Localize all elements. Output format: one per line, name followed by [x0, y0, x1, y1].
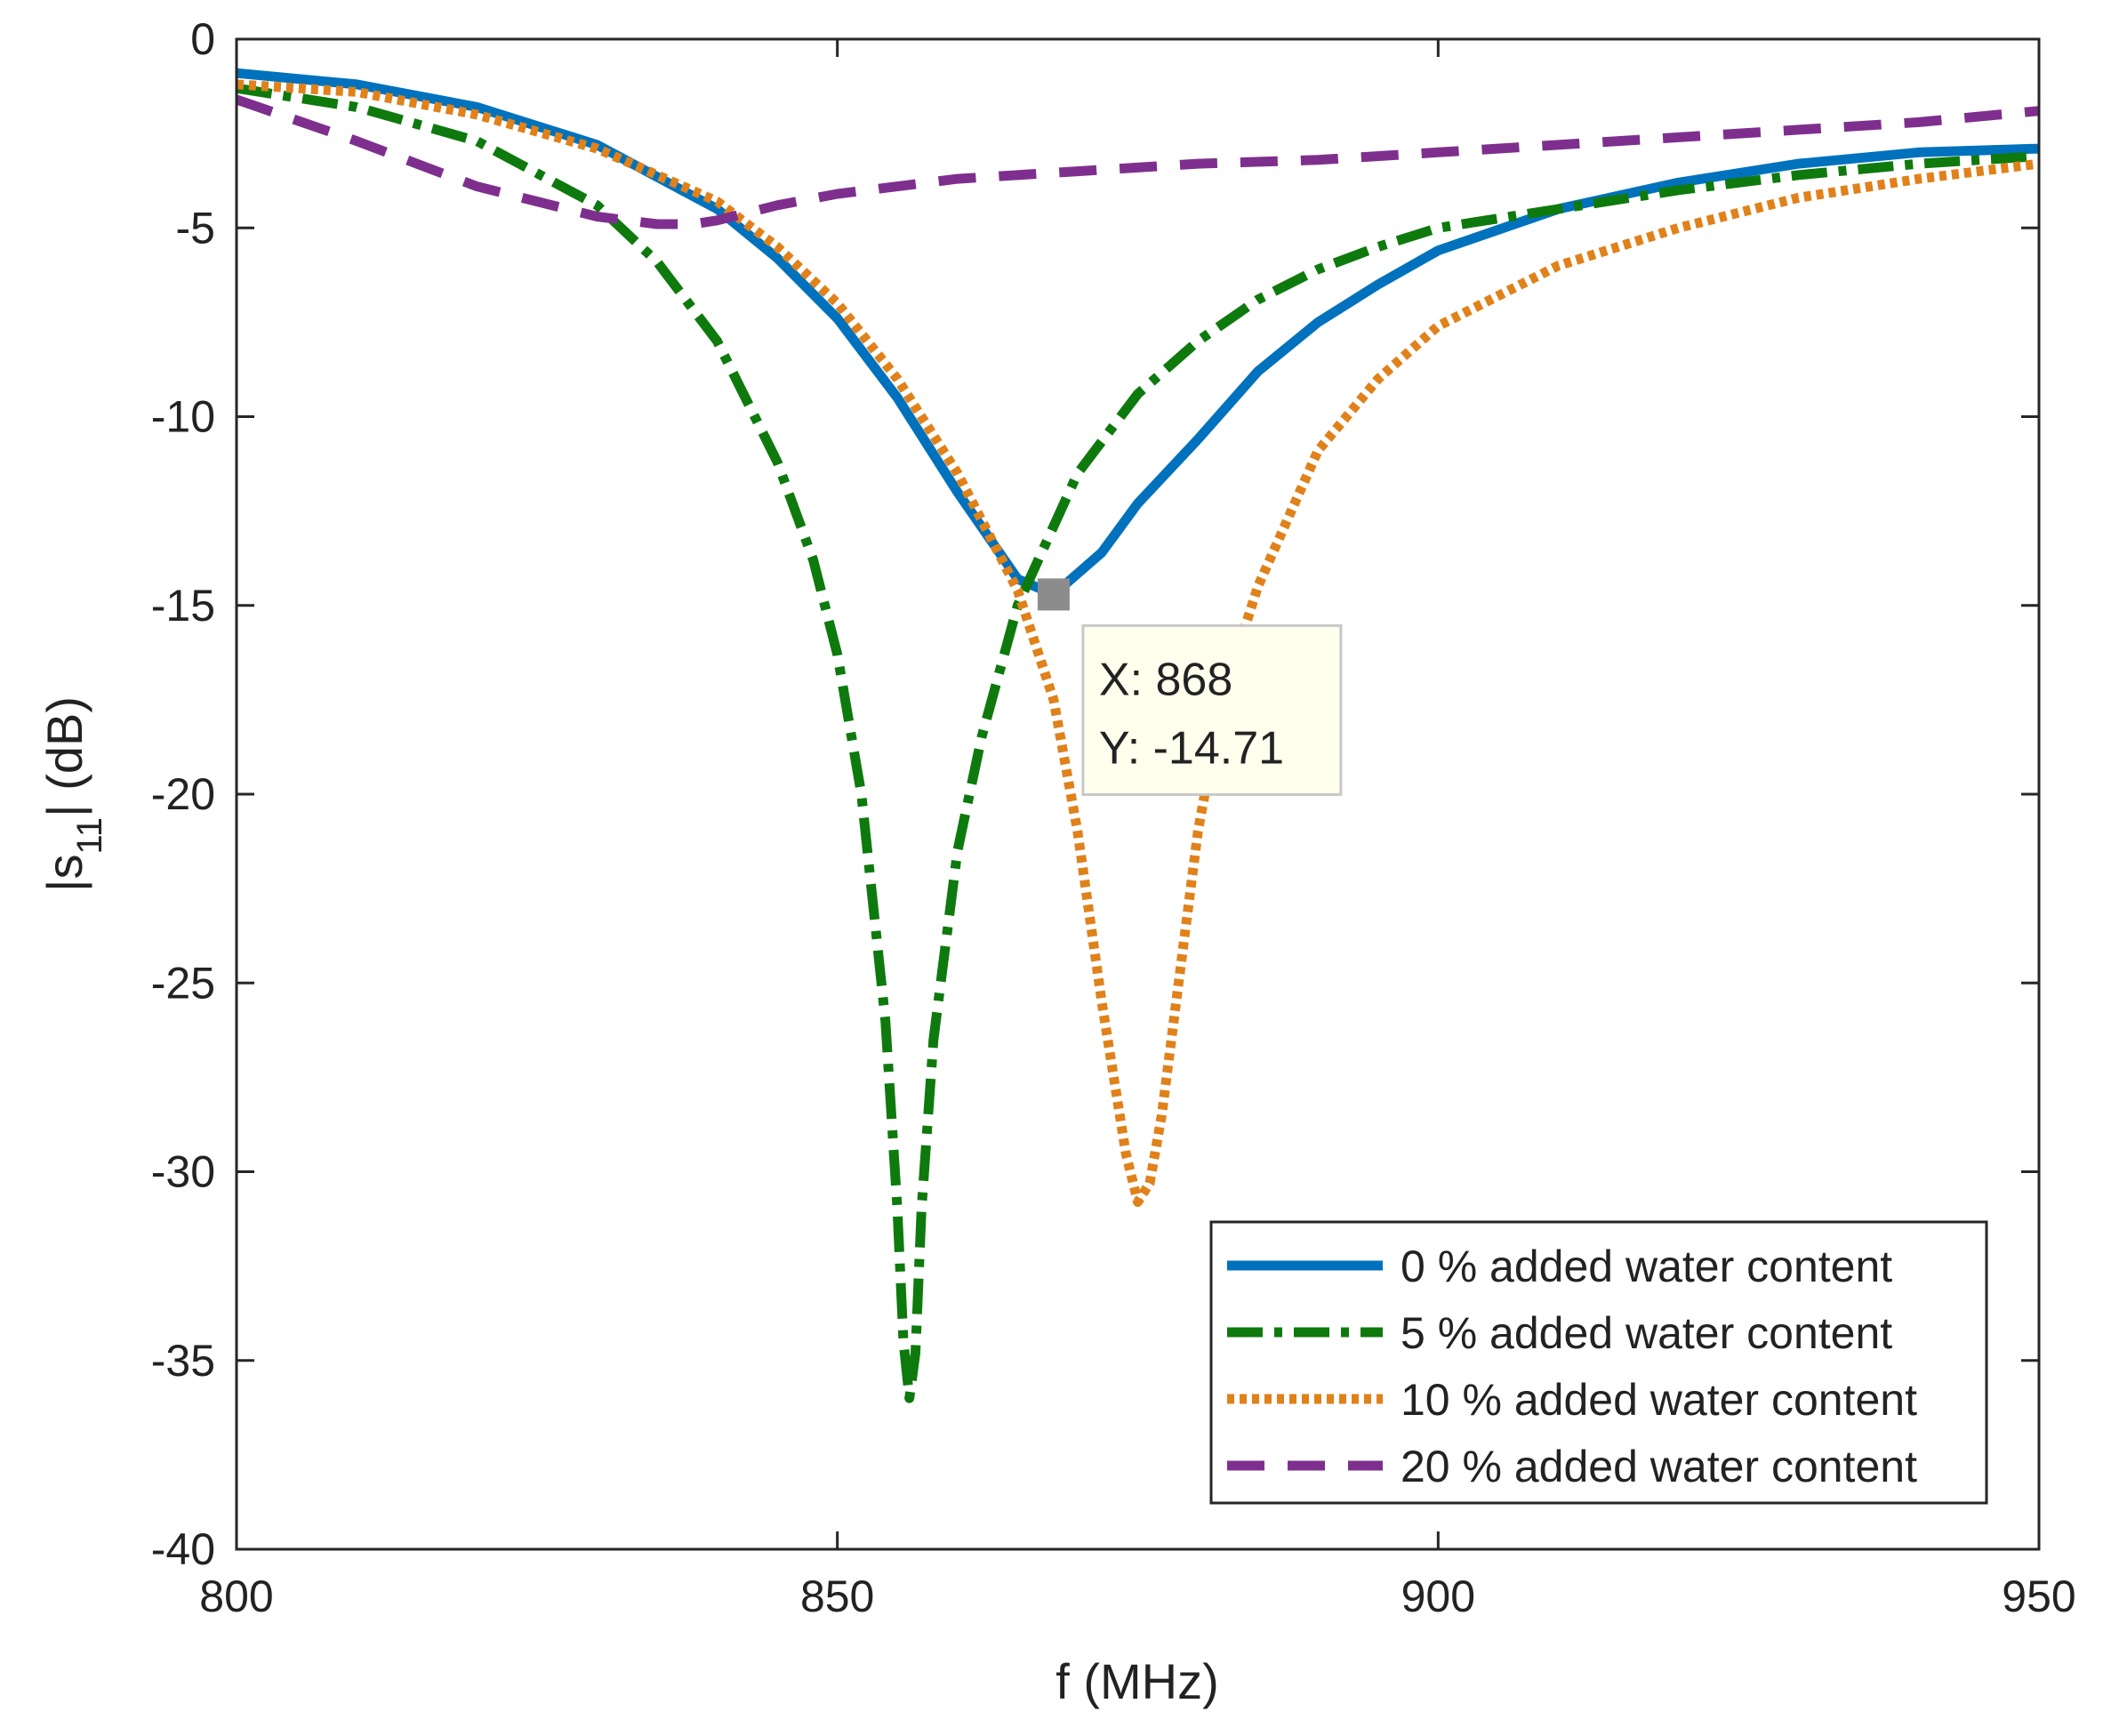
x-tick-label-0: 800: [199, 1571, 273, 1621]
legend-label-3: 20 % added water content: [1401, 1442, 1917, 1491]
y-tick-label-4: -20: [151, 769, 215, 819]
series-layer: [235, 68, 2040, 1403]
y-tick-label-3: -15: [151, 581, 215, 631]
datatip-marker[interactable]: [1037, 578, 1070, 611]
legend-label-1: 5 % added water content: [1401, 1308, 1892, 1358]
y-tick-label-6: -30: [151, 1147, 215, 1197]
y-tick-label-2: -10: [151, 392, 215, 442]
x-tick-label-3: 950: [2002, 1571, 2075, 1621]
datatip-box: [1081, 623, 1343, 796]
series-line-2: [236, 79, 2040, 1207]
legend-label-2: 10 % added water content: [1401, 1375, 1917, 1425]
ticks-layer: 800 850 900 950 0 -5 -10 -15 -20 -25 -30 -35 -40: [151, 14, 2076, 1621]
legend-label-0: 0 % added water content: [1401, 1242, 1892, 1291]
y-tick-label-7: -35: [151, 1336, 215, 1386]
x-axis-label: f (MHz): [1056, 1653, 1219, 1709]
y-axis-label-suffix: | (dB): [36, 696, 92, 817]
y-tick-label-1: -5: [176, 203, 215, 253]
datatip-y-value: Y: -14.71: [1099, 722, 1284, 774]
datatip[interactable]: X: 868 Y: -14.71: [1037, 578, 1343, 796]
datatip-x-value: X: 868: [1099, 654, 1232, 705]
x-tick-label-1: 850: [800, 1571, 874, 1621]
y-axis-label: |s11| (dB): [36, 696, 109, 892]
y-tick-label-0: 0: [190, 14, 215, 64]
y-tick-label-5: -25: [151, 958, 215, 1008]
legend: 0 % added water content 5 % added water …: [1209, 1220, 1988, 1505]
x-tick-label-2: 900: [1401, 1571, 1475, 1621]
y-tick-label-8: -40: [151, 1524, 215, 1574]
y-axis-label-prefix: |s: [36, 854, 92, 892]
series-line-1: [236, 83, 2040, 1403]
series-line-3: [235, 94, 2040, 229]
y-axis-label-subscript: 11: [70, 817, 109, 855]
